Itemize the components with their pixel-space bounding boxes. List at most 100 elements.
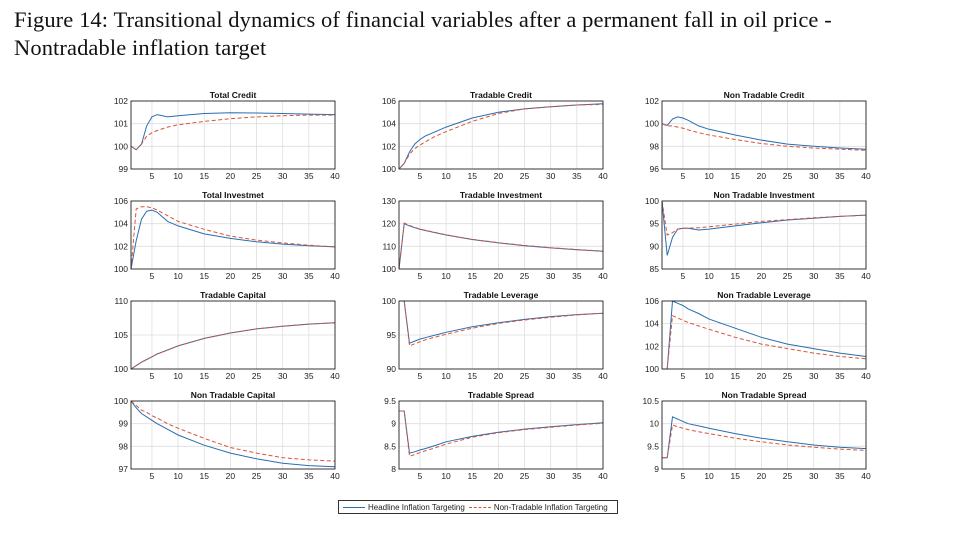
x-tick-label: 5 — [681, 371, 686, 381]
y-tick-label: 85 — [650, 264, 660, 274]
series-line-headline — [661, 116, 867, 150]
panel-non-tradable-credit: 5 10 15 20 25 30 35 40 96 98 100 102 Non Tradable Cr… — [645, 90, 871, 181]
x-tick-label: 25 — [783, 471, 793, 481]
axes-box — [661, 100, 867, 170]
x-tick-label: 25 — [520, 371, 530, 381]
x-tick-label: 35 — [572, 171, 582, 181]
x-tick-label: 5 — [150, 171, 155, 181]
panel-tradable-leverage: 5 10 15 20 25 30 35 40 90 95 100 Tradable Leverage — [382, 290, 608, 381]
y-tick-label: 100 — [645, 364, 659, 374]
x-tick-label: 25 — [520, 171, 530, 181]
series-line-nontradable — [398, 103, 604, 170]
panel-non-tradable-capital: 5 10 15 20 25 30 35 40 97 98 99 100 Non Tradable Cap… — [114, 390, 340, 481]
x-tick-label: 30 — [809, 371, 819, 381]
y-tick-label: 90 — [650, 241, 660, 251]
panel-title: Tradable Credit — [470, 90, 532, 100]
x-tick-label: 20 — [226, 371, 236, 381]
x-tick-label: 20 — [757, 471, 767, 481]
x-tick-label: 35 — [572, 271, 582, 281]
x-tick-label: 20 — [494, 171, 504, 181]
x-tick-label: 5 — [681, 471, 686, 481]
x-tick-label: 15 — [467, 171, 477, 181]
x-tick-label: 30 — [546, 471, 556, 481]
x-tick-label: 10 — [704, 371, 714, 381]
x-tick-label: 35 — [835, 471, 845, 481]
series-line-headline — [399, 300, 604, 344]
plot-area — [131, 401, 335, 469]
y-tick-label: 102 — [645, 341, 659, 351]
x-tick-label: 30 — [809, 171, 819, 181]
series-line-nontradable — [398, 222, 604, 270]
y-tick-label: 102 — [382, 141, 396, 151]
x-tick-label: 25 — [520, 271, 530, 281]
legend-label-headline: Headline Inflation Targeting — [368, 502, 465, 512]
panel-tradable-spread: 5 10 15 20 25 30 35 40 8 8.5 9 9.5 Tradable Spread — [384, 390, 608, 481]
panel-non-tradable-investment: 5 10 15 20 25 30 35 40 85 90 95 100 Non Tradable Inv… — [645, 190, 871, 281]
panel-non-tradable-spread: 5 10 15 20 25 30 35 40 9 9.5 10 10.5 Non Tradable Sp… — [642, 390, 871, 481]
y-tick-label: 99 — [119, 164, 129, 174]
x-tick-label: 40 — [861, 471, 871, 481]
series-line-nontradable — [661, 123, 867, 151]
panel-title: Tradable Spread — [468, 390, 534, 400]
figure-title-line1: Figure 14: Transitional dynamics of fina… — [14, 7, 832, 32]
x-tick-label: 35 — [572, 471, 582, 481]
x-tick-label: 20 — [226, 171, 236, 181]
x-tick-label: 20 — [226, 271, 236, 281]
axes-box — [398, 300, 604, 370]
x-tick-label: 35 — [304, 471, 314, 481]
x-tick-label: 25 — [252, 371, 262, 381]
x-tick-label: 40 — [330, 371, 340, 381]
y-tick-label: 110 — [114, 296, 128, 306]
panel-title: Tradable Investment — [460, 190, 542, 200]
panel-tradable-capital: 5 10 15 20 25 30 35 40 100 105 110 Tradable Capital — [114, 290, 340, 381]
panel-title: Total Investmet — [202, 190, 264, 200]
y-tick-label: 100 — [114, 264, 128, 274]
panel-total-credit: 5 10 15 20 25 30 35 40 99 100 101 102 Total Credit — [114, 90, 340, 181]
x-tick-label: 15 — [467, 271, 477, 281]
x-tick-label: 5 — [150, 271, 155, 281]
x-tick-label: 15 — [199, 371, 209, 381]
plot-area — [131, 101, 335, 169]
axes-box — [661, 300, 867, 370]
x-tick-label: 30 — [809, 471, 819, 481]
series-line-nontradable — [661, 200, 867, 236]
x-tick-label: 20 — [494, 271, 504, 281]
x-tick-label: 35 — [304, 171, 314, 181]
x-tick-label: 35 — [835, 371, 845, 381]
plot-area — [131, 201, 335, 269]
series-line-headline — [130, 112, 336, 151]
y-tick-label: 95 — [387, 330, 397, 340]
x-tick-label: 30 — [278, 471, 288, 481]
axes-box — [661, 400, 867, 470]
y-tick-label: 100 — [114, 396, 128, 406]
x-tick-label: 30 — [278, 271, 288, 281]
x-tick-label: 10 — [704, 271, 714, 281]
x-tick-label: 20 — [757, 171, 767, 181]
y-tick-label: 95 — [650, 219, 660, 229]
x-tick-label: 35 — [835, 171, 845, 181]
y-tick-label: 90 — [387, 364, 397, 374]
panel-title: Non Tradable Spread — [721, 390, 806, 400]
x-tick-label: 25 — [783, 371, 793, 381]
y-tick-label: 110 — [382, 241, 396, 251]
plot-area — [399, 401, 603, 469]
y-tick-label: 104 — [645, 319, 659, 329]
x-tick-label: 10 — [704, 171, 714, 181]
legend: Headline Inflation Targeting Non-Tradabl… — [338, 500, 618, 514]
x-tick-label: 30 — [278, 171, 288, 181]
x-tick-label: 25 — [783, 271, 793, 281]
panel-title: Total Credit — [210, 90, 257, 100]
y-tick-label: 100 — [382, 164, 396, 174]
panel-tradable-credit: 5 10 15 20 25 30 35 40 100 102 104 106 Tradable Cred… — [382, 90, 608, 181]
x-tick-label: 10 — [173, 371, 183, 381]
x-tick-label: 15 — [199, 271, 209, 281]
y-tick-label: 9.5 — [647, 441, 659, 451]
x-tick-label: 25 — [520, 471, 530, 481]
x-tick-label: 40 — [598, 471, 608, 481]
x-tick-label: 10 — [441, 171, 451, 181]
y-tick-label: 9 — [654, 464, 659, 474]
series-line-nontradable — [130, 400, 336, 462]
y-tick-label: 8.5 — [384, 441, 396, 451]
x-tick-label: 15 — [199, 171, 209, 181]
y-tick-label: 10 — [650, 419, 660, 429]
